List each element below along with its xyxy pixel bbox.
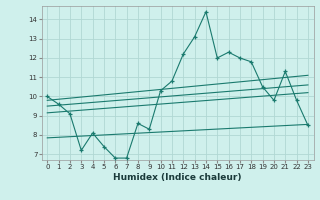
X-axis label: Humidex (Indice chaleur): Humidex (Indice chaleur) xyxy=(113,173,242,182)
